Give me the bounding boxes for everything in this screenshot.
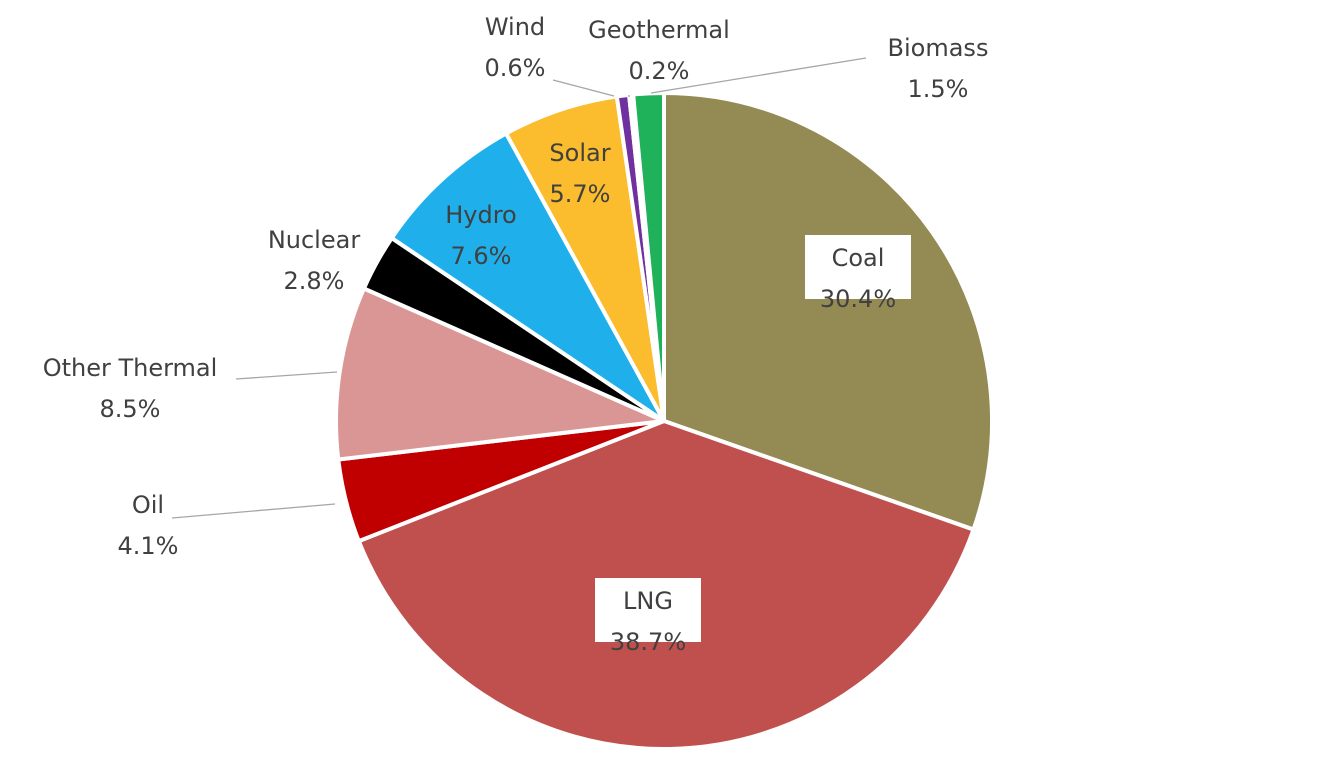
leader-line-oil <box>171 503 336 519</box>
slice-name-label-geothermal: Geothermal <box>588 16 730 44</box>
pie-slice-other-thermal <box>334 286 666 462</box>
slice-value-label-biomass: 1.5% <box>908 75 969 103</box>
slice-name-label-hydro: Hydro <box>445 201 517 229</box>
pie-slice-hydro <box>389 131 666 423</box>
leader-lines <box>171 57 867 519</box>
leader-line-other-thermal <box>235 371 338 380</box>
slice-value-label-oil: 4.1% <box>118 532 179 560</box>
slice-value-label-solar: 5.7% <box>550 180 611 208</box>
slice-value-label-geothermal: 0.2% <box>629 57 690 85</box>
slice-value-label-coal: 30.4% <box>820 285 896 313</box>
label-box-coal <box>805 235 911 299</box>
slice-value-label-lng: 38.7% <box>610 628 686 656</box>
slice-name-label-other-thermal: Other Thermal <box>43 354 218 382</box>
leader-line-wind <box>552 79 615 97</box>
slice-value-label-nuclear: 2.8% <box>284 267 345 295</box>
data-labels: Coal 30.4% LNG 38.7% Oil 4.1% Other Thermal 8.5… <box>43 13 989 656</box>
leader-line-biomass <box>650 57 867 94</box>
slice-name-label-nuclear: Nuclear <box>268 226 361 254</box>
pie-slice-coal <box>662 91 994 532</box>
slice-name-label-coal: Coal <box>832 244 885 272</box>
slice-name-label-lng: LNG <box>623 587 673 615</box>
slice-name-label-wind: Wind <box>485 13 545 41</box>
slice-value-label-hydro: 7.6% <box>451 242 512 270</box>
pie-slice-biomass <box>631 90 666 423</box>
slice-name-label-oil: Oil <box>132 491 164 519</box>
label-box-lng <box>595 578 701 642</box>
slice-value-label-wind: 0.6% <box>485 54 546 82</box>
slice-name-label-solar: Solar <box>549 139 610 167</box>
slice-value-label-other-thermal: 8.5% <box>100 395 161 423</box>
slice-name-label-biomass: Biomass <box>888 34 989 62</box>
